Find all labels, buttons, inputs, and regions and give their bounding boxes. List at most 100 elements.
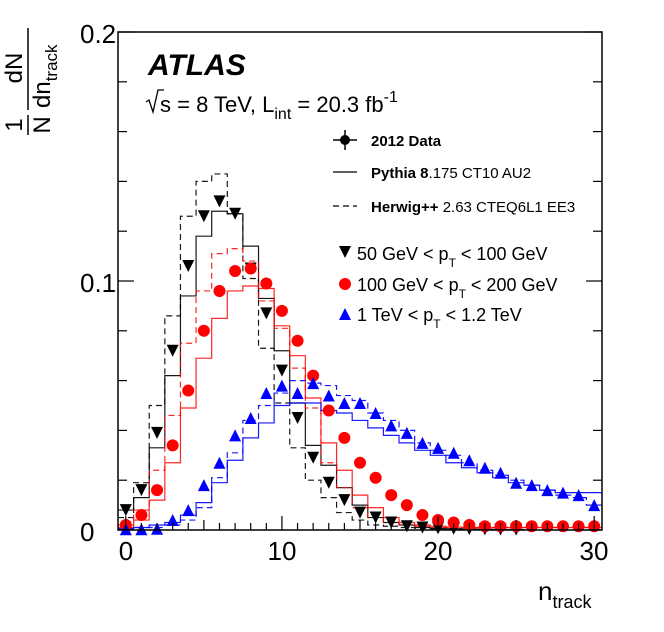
series-3-data-point: [432, 441, 445, 454]
series-3-data-point: [182, 504, 195, 517]
series-1-data-point: [260, 307, 273, 320]
series-3-data-point: [416, 436, 429, 449]
atlas-title: ATLAS: [147, 49, 246, 82]
series-3-data-point: [354, 397, 366, 410]
legend-s3-marker: [339, 308, 351, 320]
y-axis-label: 1 N dN dntrack: [1, 28, 61, 135]
series-3-data-point: [463, 454, 476, 467]
series-3-data-point: [369, 406, 382, 419]
legend-herwig-label: Herwig++ 2.63 CTEQ6L1 EE3: [371, 199, 575, 216]
series-2-data-point: [244, 262, 257, 275]
legend-s2-marker: [339, 278, 351, 290]
series-3-pythia-histogram: [118, 402, 602, 530]
series-3-data-point: [385, 419, 398, 432]
series-2-data-point: [307, 369, 320, 382]
series-3-data-point: [275, 379, 288, 392]
legend-pythia-label: Pythia 8.175 CT10 AU2: [371, 165, 531, 182]
series-1-data-point: [197, 210, 210, 223]
series-2-data-point: [369, 471, 382, 484]
series-1-data-point: [307, 451, 320, 464]
series-1-data-point: [385, 516, 398, 529]
series-1-data-point: [229, 207, 242, 220]
legend-s3-label: 1 TeV < pT < 1.2 TeV: [357, 305, 522, 331]
series-2-data-point: [416, 509, 429, 522]
series-2-data-point: [166, 439, 179, 452]
x-axis-label: ntrack: [538, 576, 592, 612]
series-2-data-point: [338, 431, 351, 444]
series-3-data-point: [322, 389, 335, 402]
series-2-data-point: [447, 516, 460, 529]
xtick-label-0: 0: [119, 536, 133, 566]
svg-text:dN: dN: [1, 53, 28, 84]
series-1-data-point: [322, 476, 335, 489]
series-3-data-point: [197, 479, 210, 492]
series-1-data-point: [119, 504, 132, 517]
series-3-data-point: [213, 456, 226, 469]
series-3-data-point: [291, 387, 304, 400]
series-2-herwig-histogram: [118, 248, 602, 529]
series-1-data-point: [135, 484, 148, 497]
series-1-data-point: [182, 260, 195, 273]
series-3-data-point: [244, 411, 257, 424]
legend-s2-label: 100 GeV < pT < 200 GeV: [357, 275, 558, 301]
series-2-data-point: [385, 489, 398, 502]
series-1-data-point: [275, 364, 288, 377]
series-3-data-point: [556, 486, 569, 499]
series-3-data-point: [447, 446, 460, 459]
series-3-data-point: [260, 387, 273, 400]
axis-ticks: [118, 31, 602, 531]
series-1-data-point: [166, 344, 179, 357]
legend-data-label: 2012 Data: [371, 133, 442, 150]
series-2-data-point: [197, 324, 210, 337]
series-3-data-point: [338, 397, 351, 410]
series-1-data-point: [369, 511, 382, 524]
series-3-data-point: [572, 489, 585, 502]
series-1-data-point: [213, 195, 226, 208]
svg-text:ntrack: ntrack: [538, 576, 592, 612]
ytick-label-0: 0: [80, 517, 94, 547]
series-3-data-point: [229, 429, 242, 442]
series-2-data-point: [213, 284, 226, 297]
series-2-data-point: [135, 509, 148, 522]
series-3-data-point: [494, 466, 507, 479]
energy-lumi-annotation: s = 8 TeV, Lint = 20.3 fb-1: [145, 89, 398, 123]
series-2-data-point: [260, 277, 273, 290]
series-1-data-point: [291, 411, 304, 424]
legend-s1-marker: [339, 246, 351, 258]
svg-text:dntrack: dntrack: [29, 44, 61, 108]
series-3-herwig-histogram: [118, 380, 602, 530]
xtick-label-3: 30: [580, 536, 609, 566]
series-3-data-point: [588, 499, 601, 512]
series-3-data-point: [510, 476, 523, 489]
legend-s1-label: 50 GeV < pT < 100 GeV: [357, 244, 548, 270]
series-2-data-point: [275, 304, 288, 317]
xtick-label-1: 10: [268, 536, 297, 566]
series-2-data-point: [322, 404, 335, 417]
series-3-data-point: [166, 514, 179, 527]
series-1-data-point: [354, 506, 366, 519]
series-3-data-point: [400, 426, 413, 439]
series-1-herwig-histogram: [118, 173, 524, 531]
svg-text:N: N: [29, 116, 56, 133]
series-3-data-point: [307, 377, 320, 390]
ytick-label-1: 0.1: [80, 268, 116, 298]
series-1-pythia-histogram: [118, 210, 524, 531]
legend-data-marker: [333, 130, 357, 150]
series-3-data-point: [541, 484, 554, 497]
series-2-data-point: [182, 384, 195, 397]
series-1-data-point: [151, 426, 164, 439]
series-2-data-point: [354, 456, 366, 469]
series-3-data-point: [478, 461, 491, 474]
series-2-data-point: [291, 334, 304, 347]
svg-text:s = 8 TeV, Lint = 20.3 fb-1: s = 8 TeV, Lint = 20.3 fb-1: [160, 89, 398, 123]
series-2-data-point: [229, 265, 242, 278]
ytick-label-2: 0.2: [80, 19, 116, 49]
series-2-data-point: [151, 484, 164, 497]
series-2-data-point: [400, 499, 413, 512]
svg-text:1: 1: [1, 118, 28, 131]
xtick-label-2: 20: [424, 536, 453, 566]
series-1-data-point: [338, 494, 351, 507]
series-3-data-point: [525, 479, 538, 492]
